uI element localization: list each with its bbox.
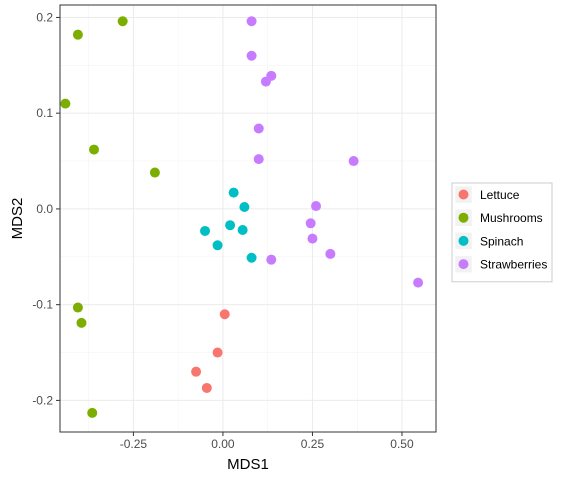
data-point bbox=[212, 347, 223, 358]
plot-panel-border bbox=[59, 4, 437, 433]
y-axis-title: MDS2 bbox=[9, 198, 26, 240]
data-point bbox=[228, 187, 239, 198]
data-points bbox=[60, 16, 424, 418]
data-point bbox=[325, 248, 336, 259]
y-tick-label: -0.1 bbox=[32, 298, 53, 312]
legend: Lettuce Mushrooms Spinach Strawberries bbox=[451, 182, 553, 283]
legend-label: Lettuce bbox=[480, 188, 520, 202]
legend-swatch bbox=[458, 259, 469, 270]
legend-swatch bbox=[458, 235, 469, 246]
data-point bbox=[191, 366, 202, 377]
y-tick-label: 0.1 bbox=[36, 106, 53, 120]
series-lettuce bbox=[191, 309, 230, 393]
axis-ticks: -0.25 0.00 0.25 0.50 -0.2 -0.1 0.0 0.1 0.2 bbox=[32, 10, 414, 451]
x-tick-label: 0.50 bbox=[390, 437, 414, 451]
y-tick-label: 0.2 bbox=[36, 10, 53, 24]
x-tick-label: 0.00 bbox=[211, 437, 235, 451]
data-point bbox=[307, 233, 318, 244]
data-point bbox=[200, 225, 211, 236]
y-tick-label: -0.2 bbox=[32, 393, 53, 407]
legend-label: Strawberries bbox=[480, 258, 547, 272]
data-point bbox=[246, 252, 257, 263]
data-point bbox=[311, 201, 322, 212]
data-point bbox=[212, 240, 223, 251]
data-point bbox=[72, 29, 83, 40]
data-point bbox=[348, 156, 359, 167]
data-point bbox=[225, 220, 236, 231]
data-point bbox=[117, 16, 128, 27]
data-point bbox=[253, 154, 264, 165]
series-mushrooms bbox=[60, 16, 160, 418]
legend-swatch bbox=[458, 212, 469, 223]
data-point bbox=[60, 98, 71, 109]
data-point bbox=[413, 277, 424, 288]
data-point bbox=[253, 123, 264, 134]
legend-swatch bbox=[458, 189, 469, 200]
data-point bbox=[219, 309, 230, 320]
series-spinach bbox=[200, 187, 257, 263]
data-point bbox=[237, 224, 248, 235]
legend-label: Spinach bbox=[480, 234, 523, 248]
data-point bbox=[149, 167, 160, 178]
x-tick-label: 0.25 bbox=[301, 437, 325, 451]
legend-label: Mushrooms bbox=[480, 211, 543, 225]
data-point bbox=[72, 302, 83, 313]
data-point bbox=[201, 382, 212, 393]
data-point bbox=[239, 202, 250, 213]
data-point bbox=[305, 218, 316, 229]
data-point bbox=[89, 144, 100, 155]
data-point bbox=[246, 50, 257, 61]
y-tick-label: 0.0 bbox=[36, 202, 53, 216]
x-axis-title: MDS1 bbox=[227, 456, 269, 473]
data-point bbox=[87, 407, 98, 418]
data-point bbox=[260, 76, 271, 87]
series-strawberries bbox=[246, 16, 424, 288]
data-point bbox=[246, 16, 257, 27]
data-point bbox=[266, 254, 277, 265]
data-point bbox=[76, 317, 87, 328]
x-tick-label: -0.25 bbox=[120, 437, 148, 451]
